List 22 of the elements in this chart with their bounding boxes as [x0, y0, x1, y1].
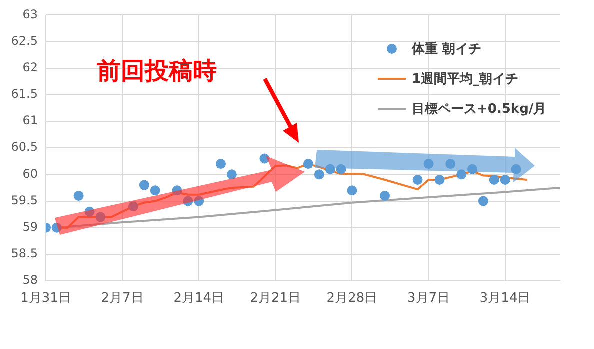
- y-tick-label: 58: [22, 273, 38, 288]
- legend-label: 1週間平均_朝イチ: [412, 71, 519, 88]
- x-tick-label: 3月14日: [480, 291, 531, 306]
- legend-label: 目標ペース+0.5kg/月: [412, 101, 547, 118]
- y-tick-label: 61.5: [11, 87, 38, 102]
- x-tick-label: 2月14日: [174, 291, 225, 306]
- x-tick-label: 2月21日: [250, 291, 302, 306]
- y-tick-label: 63: [22, 7, 38, 22]
- x-tick-label: 2月28日: [326, 291, 378, 306]
- y-tick-label: 59: [22, 220, 38, 234]
- y-tick-label: 62: [22, 60, 38, 74]
- y-tick-label: 62.5: [11, 34, 38, 48]
- annotation: 前回投稿時: [97, 57, 217, 85]
- legend-label: 体重 朝イチ: [412, 40, 482, 58]
- y-tick-label: 60: [22, 166, 38, 181]
- y-tick-label: 60.5: [11, 140, 38, 154]
- x-tick-label: 2月7日: [101, 291, 144, 306]
- x-tick-label: 1月31日: [20, 291, 72, 306]
- y-tick-label: 59.5: [11, 193, 38, 208]
- y-tick-label: 58.5: [11, 246, 38, 261]
- x-tick-label: 3月7日: [407, 291, 450, 306]
- y-tick-label: 61: [22, 114, 38, 128]
